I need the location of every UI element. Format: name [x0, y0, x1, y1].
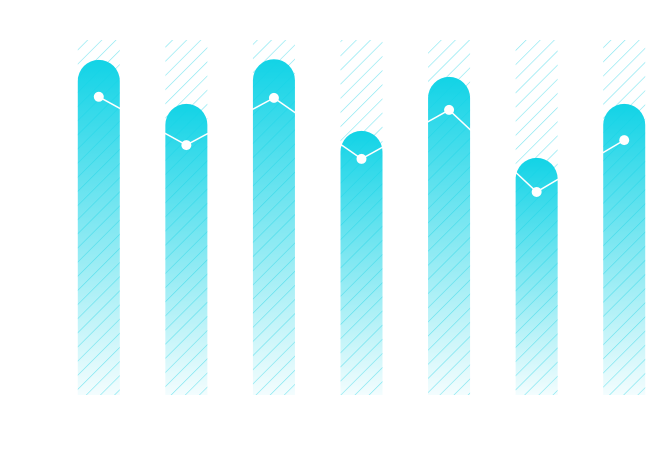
- line-point: [268, 92, 279, 103]
- bar: [252, 59, 295, 395]
- line-point: [356, 153, 367, 164]
- bar: [603, 103, 646, 395]
- line-point: [93, 91, 104, 102]
- line-point: [444, 104, 455, 115]
- bar: [340, 130, 383, 395]
- line-point: [531, 186, 542, 197]
- line-point: [619, 135, 630, 146]
- bar: [515, 157, 558, 395]
- bar: [77, 59, 120, 395]
- line-point: [181, 140, 192, 151]
- bar: [428, 76, 471, 396]
- bar: [165, 103, 208, 395]
